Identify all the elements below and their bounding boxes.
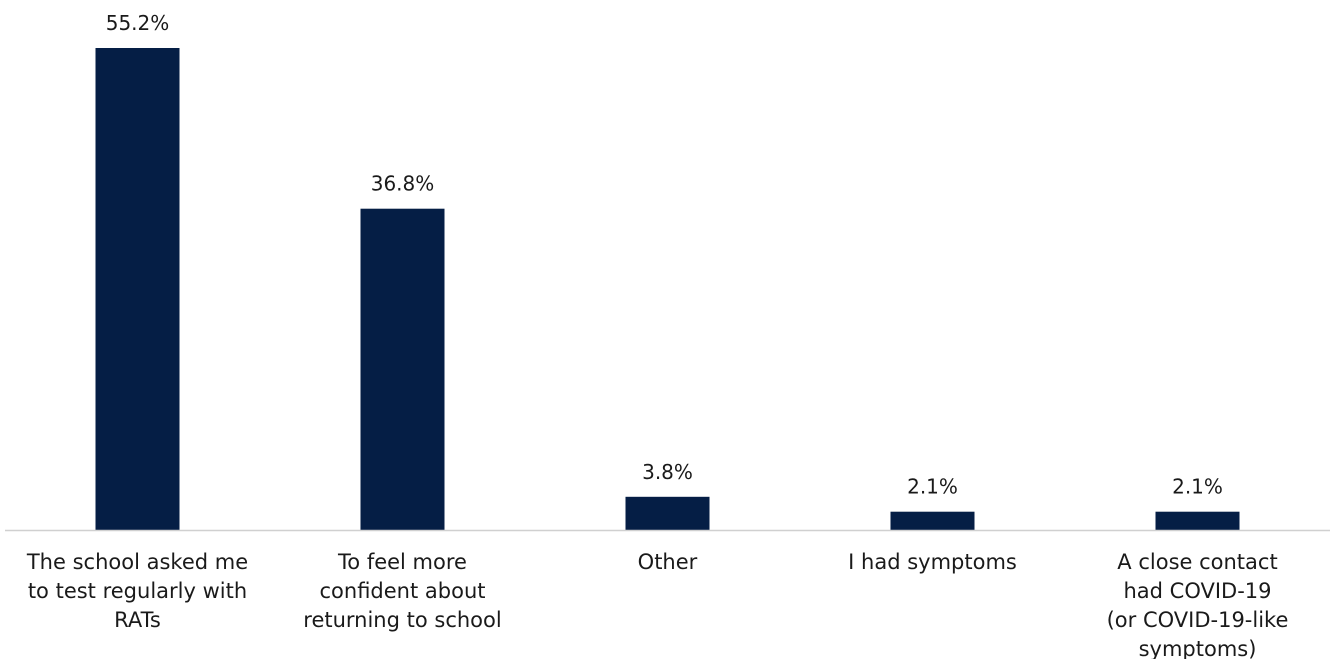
category-label-line: I had symptoms — [848, 550, 1017, 574]
data-label-2: 3.8% — [642, 460, 693, 484]
category-label-line: symptoms) — [1139, 637, 1257, 659]
bar-1 — [360, 208, 445, 530]
value-labels-group: 55.2% 36.8% 3.8% 2.1% 2.1% — [106, 11, 1223, 499]
category-label-3: I had symptoms — [848, 550, 1017, 574]
category-label-line: RATs — [114, 608, 161, 632]
bars-group — [95, 48, 1240, 530]
data-label-0: 55.2% — [106, 11, 170, 35]
category-label-0: The school asked me to test regularly wit… — [26, 550, 248, 632]
category-labels-group: The school asked me to test regularly wit… — [26, 550, 1289, 659]
data-label-1: 36.8% — [371, 172, 435, 196]
category-label-line: The school asked me — [26, 550, 248, 574]
category-label-line: (or COVID-19-like — [1107, 608, 1289, 632]
bar-3 — [890, 511, 975, 530]
bar-4 — [1155, 511, 1240, 530]
category-label-4: A close contact had COVID-19 (or COVID-19-… — [1107, 550, 1289, 659]
category-label-line: confident about — [320, 579, 486, 603]
category-label-line: A close contact — [1117, 550, 1277, 574]
category-label-line: Other — [638, 550, 698, 574]
data-label-4: 2.1% — [1172, 475, 1223, 499]
category-label-line: to test regularly with — [28, 579, 247, 603]
bar-2 — [625, 496, 710, 530]
bar-0 — [95, 48, 180, 530]
category-label-line: had COVID-19 — [1123, 579, 1271, 603]
category-label-line: returning to school — [303, 608, 501, 632]
category-label-1: To feel more confident about returning to … — [303, 550, 501, 632]
category-label-2: Other — [638, 550, 698, 574]
data-label-3: 2.1% — [907, 475, 958, 499]
category-label-line: To feel more — [337, 550, 467, 574]
